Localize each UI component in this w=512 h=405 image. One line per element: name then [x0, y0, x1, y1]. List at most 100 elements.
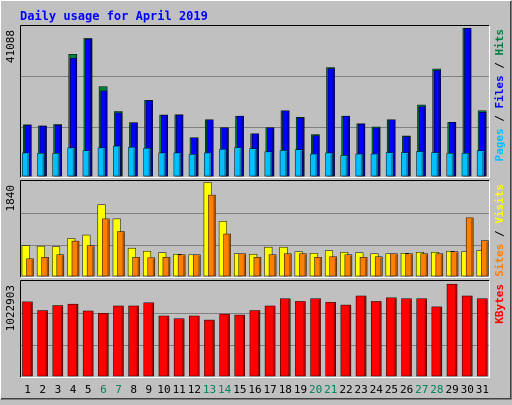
pages-bar-day-22	[340, 155, 348, 177]
day-label: 24	[370, 383, 384, 396]
kbytes-bar-day-19	[295, 301, 306, 377]
kbytes-bar-day-26	[401, 298, 412, 377]
kbytes-bar-day-30-shade	[470, 296, 472, 376]
pages-bar-day-29-shade	[451, 154, 454, 176]
pages-bar-day-28-shade	[436, 153, 439, 176]
sites-bar-day-29	[450, 251, 459, 277]
sites-bar-day-19	[299, 253, 307, 277]
day-label: 11	[173, 383, 186, 396]
kbytes-bar-day-11-shade	[182, 319, 184, 376]
sites-bar-day-14	[223, 233, 231, 277]
sites-bar-day-3-shade	[61, 255, 64, 276]
sites-bar-day-28-shade	[440, 254, 443, 276]
files-bar-day-29-shade	[453, 123, 456, 176]
day-label: 29	[445, 383, 458, 396]
sites-bar-day-30-shade	[471, 218, 473, 276]
sites-bar-day-30	[465, 217, 474, 277]
kbytes-bar-day-24-shade	[379, 302, 381, 376]
kbytes-legend-part: KBytes	[493, 284, 506, 324]
sites-bar-day-15-shade	[243, 254, 246, 276]
pages-bar-day-28	[431, 152, 439, 177]
sites-bar-day-12	[193, 254, 201, 277]
kbytes-bar-day-2	[37, 310, 48, 377]
pages-bar-day-13-shade	[209, 153, 211, 176]
sites-bar-day-12-shade	[198, 255, 200, 276]
files-bar-day-17-shade	[271, 128, 274, 176]
sites-bar-day-16	[253, 257, 262, 277]
kbytes-bar-day-23	[355, 295, 367, 377]
hits-files-pages-legend-part: Files	[493, 75, 506, 108]
sites-bar-day-5-shade	[92, 246, 94, 276]
kbytes-bar-day-7	[113, 305, 124, 377]
sites-bar-day-18-shade	[289, 254, 291, 276]
kbytes-bar-day-3	[52, 305, 64, 377]
kbytes-bar-day-30	[461, 295, 473, 377]
files-bar-day-26-shade	[408, 137, 410, 176]
sites-bar-day-21	[329, 256, 337, 277]
files-bar-day-4-shade	[74, 59, 77, 176]
kbytes-bar-day-21-shade	[333, 303, 336, 376]
files-bar-day-12-shade	[196, 138, 198, 176]
pages-bar-day-10-shade	[163, 153, 166, 176]
day-label: 19	[294, 383, 307, 396]
pages-bar-day-2	[37, 153, 45, 177]
pages-bar-day-20	[310, 153, 318, 177]
pages-bar-day-31	[476, 150, 485, 177]
files-bar-day-8-shade	[135, 123, 137, 176]
pages-bar-day-23	[355, 153, 364, 177]
sites-bar-day-13-shade	[213, 196, 215, 276]
kbytes-bar-day-31-shade	[485, 299, 487, 376]
kbytes-bar-day-22	[340, 304, 352, 377]
kbytes-bar-day-12-shade	[197, 316, 199, 376]
pages-bar-day-14-shade	[224, 150, 226, 176]
kbytes-bar-day-29	[446, 283, 458, 377]
sites-bar-day-19-shade	[304, 254, 306, 276]
pages-bar-day-30-shade	[466, 154, 469, 176]
kbytes-bar-day-18	[279, 298, 291, 377]
files-bar-day-9-shade	[150, 101, 153, 176]
pages-bar-day-19	[294, 149, 303, 177]
sites-bar-day-10	[162, 257, 171, 277]
files-bar-day-3-shade	[59, 126, 62, 176]
kbytes-bar-day-6	[98, 313, 109, 377]
files-bar-day-10-shade	[165, 116, 168, 176]
sites-bar-day-16-shade	[258, 258, 261, 276]
pages-bar-day-18-shade	[285, 151, 287, 176]
hits-files-pages-legend-part: Hits	[493, 29, 506, 56]
kbytes-bar-day-8	[128, 305, 139, 377]
sites-bar-day-14-shade	[228, 235, 231, 276]
sites-bar-day-11	[177, 254, 186, 277]
sites-bar-day-18	[283, 253, 292, 277]
files-bar-day-22-shade	[347, 117, 350, 176]
files-bar-day-28-shade	[438, 71, 441, 176]
sites-bar-day-27	[420, 253, 428, 277]
sites-bar-day-10-shade	[167, 258, 170, 276]
day-label: 7	[115, 383, 122, 396]
sites-bar-day-26-shade	[410, 254, 413, 276]
kbytes-bar-day-16-shade	[257, 311, 260, 376]
pages-bar-day-14	[219, 149, 227, 177]
visits-sites-panel: 1840 Sites / Visits	[4, 180, 506, 278]
day-label: 16	[248, 383, 261, 396]
chart-panels: 41088 Pages / Files / Hits 1840 Sites / Vis…	[4, 25, 506, 378]
kbytes-bar-day-13-shade	[212, 321, 214, 376]
pages-bar-day-26-shade	[406, 153, 408, 176]
kbytes-bar-day-5	[82, 310, 94, 377]
pages-bar-day-11-shade	[178, 153, 181, 176]
kbytes-bar-day-23-shade	[364, 296, 366, 376]
sites-bar-day-1-shade	[31, 259, 33, 276]
pages-bar-day-6-shade	[103, 148, 105, 176]
sites-bar-day-29-shade	[456, 252, 458, 276]
sites-bar-day-11-shade	[183, 255, 185, 276]
sites-bar-day-7-shade	[122, 232, 124, 276]
sites-bar-day-25	[390, 253, 398, 277]
kbytes-bar-day-5-shade	[91, 311, 93, 376]
kbytes-bar-day-7-shade	[121, 306, 123, 376]
pages-bar-day-25-shade	[391, 153, 393, 176]
pages-bar-day-16-shade	[254, 149, 257, 176]
pages-bar-day-26	[401, 152, 409, 177]
pages-bar-day-9-shade	[148, 149, 151, 176]
day-label: 6	[100, 383, 107, 396]
files-bar-day-1-shade	[29, 126, 31, 176]
sites-bar-day-20	[314, 257, 322, 277]
